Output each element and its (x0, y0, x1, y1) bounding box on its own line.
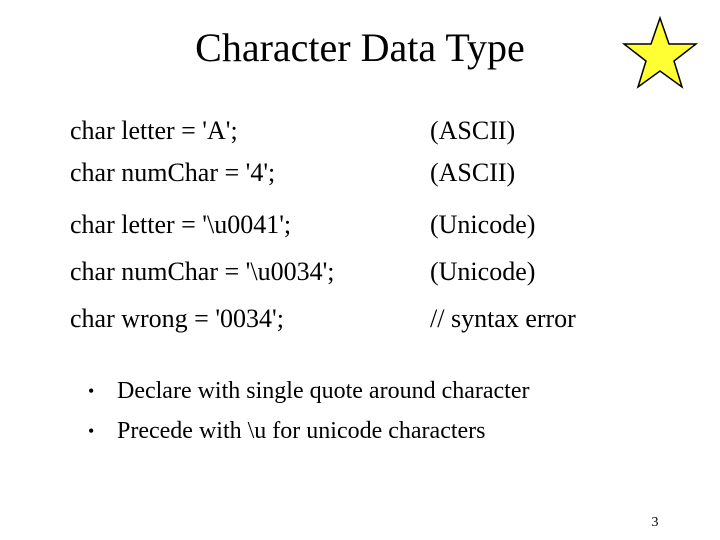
star-shape (622, 16, 698, 89)
code-note: // syntax error (430, 304, 576, 333)
bullet-text: Declare with single quote around charact… (117, 378, 530, 404)
page-number: 3 (651, 515, 659, 530)
code-note: (Unicode) (430, 257, 536, 286)
code-line-unicode-letter: char letter = '\u0041'; (Unicode) (70, 210, 690, 300)
code-statement: char letter = '\u0041'; (70, 210, 292, 239)
slide-title: Character Data Type (195, 25, 525, 70)
code-note: (ASCII) (430, 116, 516, 145)
bullet-marker: • (88, 381, 95, 401)
star-icon (622, 16, 698, 89)
bullet-text: Precede with \u for unicode characters (117, 418, 486, 444)
code-note: (Unicode) (430, 210, 536, 239)
code-statement: char wrong = '0034'; (70, 304, 284, 333)
code-line-unicode-digit: char numChar = '\u0034'; (Unicode) (70, 257, 690, 347)
code-note: (ASCII) (430, 158, 516, 187)
code-statement: char numChar = '\u0034'; (70, 257, 335, 286)
code-statement: char numChar = '4'; (70, 158, 276, 187)
code-line-ascii-digit: char numChar = '4'; (ASCII) (70, 158, 690, 248)
code-line-ascii-letter: char letter = 'A'; (ASCII) (70, 116, 690, 206)
bullet-marker: • (88, 421, 95, 441)
code-line-syntax-error: char wrong = '0034'; // syntax error (70, 304, 690, 394)
code-statement: char letter = 'A'; (70, 116, 238, 145)
